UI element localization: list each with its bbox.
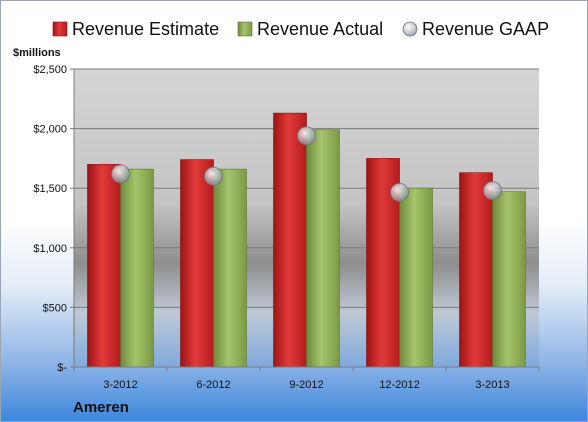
x-tick-label: 6-2012 — [196, 379, 230, 391]
gaap-marker — [390, 182, 409, 202]
x-tick-label: 3-2012 — [103, 379, 137, 391]
actual-bar — [492, 191, 526, 368]
legend-label: Revenue Estimate — [72, 19, 219, 39]
estimate-bar — [273, 112, 307, 368]
x-tick-label: 12-2012 — [379, 379, 419, 391]
x-axis: 3-2012 6-2012 9-2012 12-2012 3-2013 — [73, 366, 540, 391]
y-axis: $- $500 $1,000 $1,500 $2,000 $2,500 — [33, 64, 75, 374]
unit-label: $millions — [13, 47, 61, 59]
estimate-bar — [87, 164, 121, 368]
gaap-marker — [204, 166, 223, 186]
actual-bar — [120, 168, 154, 368]
actual-bar — [399, 187, 433, 368]
y-tick-label: $2,500 — [33, 64, 67, 76]
legend: Revenue Estimate Revenue Actual Revenue GA… — [52, 19, 549, 39]
y-tick-label: $1,500 — [33, 183, 67, 195]
estimate-bar — [180, 159, 214, 368]
legend-label: Revenue GAAP — [422, 19, 549, 39]
company-label: Ameren — [73, 399, 129, 416]
estimate-bar — [459, 172, 493, 368]
bars — [87, 112, 526, 368]
legend-swatch-gaap — [402, 21, 418, 37]
gaap-marker — [297, 126, 316, 146]
y-tick-label: $500 — [43, 302, 67, 314]
gaap-markers — [111, 126, 502, 202]
x-tick-label: 9-2012 — [289, 379, 323, 391]
y-tick-label: $2,000 — [33, 124, 67, 136]
legend-swatch-actual — [237, 21, 253, 37]
legend-swatch-estimate — [52, 21, 68, 37]
x-tick-label: 3-2013 — [475, 379, 509, 391]
y-tick-label: $- — [57, 362, 67, 374]
gaap-marker — [483, 181, 502, 200]
gaap-marker — [111, 164, 130, 184]
actual-bar — [306, 129, 340, 368]
actual-bar — [213, 168, 247, 368]
legend-label: Revenue Actual — [257, 19, 383, 39]
y-tick-label: $1,000 — [33, 243, 67, 255]
